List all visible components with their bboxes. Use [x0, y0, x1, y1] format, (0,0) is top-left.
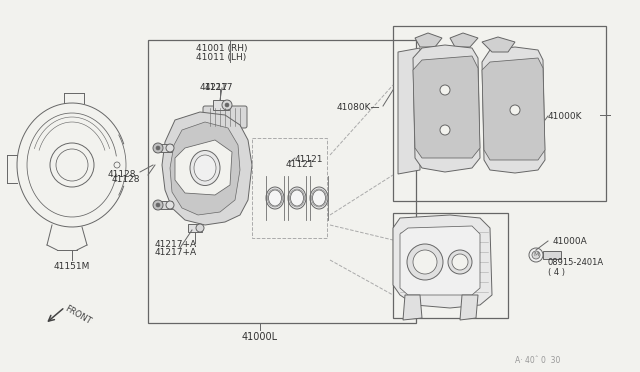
Polygon shape [170, 122, 240, 215]
Circle shape [222, 100, 232, 110]
Polygon shape [155, 144, 172, 152]
Circle shape [196, 224, 204, 232]
Text: 41121: 41121 [285, 160, 314, 169]
Circle shape [153, 143, 163, 153]
Polygon shape [482, 47, 545, 173]
Circle shape [448, 250, 472, 274]
Polygon shape [413, 56, 480, 158]
Polygon shape [450, 33, 478, 47]
Polygon shape [460, 295, 478, 320]
Ellipse shape [291, 190, 303, 206]
Ellipse shape [266, 187, 284, 209]
Polygon shape [482, 58, 545, 160]
Polygon shape [162, 112, 252, 225]
Circle shape [114, 162, 120, 168]
Ellipse shape [288, 187, 306, 209]
Ellipse shape [190, 151, 220, 186]
Text: 41000A: 41000A [553, 237, 588, 246]
Bar [393, 213, 508, 318]
Polygon shape [400, 226, 480, 295]
Text: FRONT: FRONT [63, 304, 92, 326]
Polygon shape [482, 37, 515, 52]
Text: 41000L: 41000L [242, 332, 278, 342]
Text: 41001 (RH): 41001 (RH) [196, 44, 248, 53]
Circle shape [529, 248, 543, 262]
Circle shape [166, 144, 174, 152]
Polygon shape [188, 224, 202, 232]
Bar [252, 138, 327, 238]
Polygon shape [543, 251, 561, 259]
Text: A· 40ˆ 0  30: A· 40ˆ 0 30 [515, 356, 561, 365]
Polygon shape [403, 295, 422, 320]
Polygon shape [155, 201, 172, 209]
Bar [148, 40, 416, 323]
Circle shape [440, 125, 450, 135]
Circle shape [153, 200, 163, 210]
Text: 41217: 41217 [205, 83, 234, 92]
Text: 41011 (LH): 41011 (LH) [196, 53, 246, 62]
Polygon shape [393, 215, 492, 308]
Text: 41080K—: 41080K— [337, 103, 381, 112]
Ellipse shape [312, 190, 326, 206]
Text: 41000K: 41000K [548, 112, 582, 121]
Circle shape [166, 201, 174, 209]
Circle shape [156, 203, 160, 207]
Circle shape [156, 146, 160, 150]
Ellipse shape [310, 187, 328, 209]
Polygon shape [213, 100, 229, 110]
FancyBboxPatch shape [203, 106, 247, 128]
Polygon shape [175, 140, 232, 195]
Text: 41121: 41121 [295, 155, 323, 164]
Text: 41151M: 41151M [54, 262, 90, 271]
Bar [393, 26, 606, 201]
Ellipse shape [194, 155, 216, 181]
Circle shape [407, 244, 443, 280]
Circle shape [413, 250, 437, 274]
Text: M: M [533, 253, 539, 257]
Circle shape [225, 103, 229, 107]
Circle shape [532, 251, 540, 259]
Text: 41217+A: 41217+A [155, 248, 197, 257]
Polygon shape [415, 33, 442, 47]
Circle shape [452, 254, 468, 270]
Ellipse shape [269, 190, 282, 206]
Text: 41128: 41128 [111, 175, 140, 184]
Circle shape [440, 85, 450, 95]
Text: 41217+A: 41217+A [155, 240, 197, 249]
Text: 41128: 41128 [108, 170, 136, 179]
Text: 08915-2401A: 08915-2401A [548, 258, 604, 267]
Polygon shape [413, 45, 480, 172]
Text: 41217: 41217 [200, 83, 228, 92]
Polygon shape [398, 48, 420, 174]
Circle shape [510, 105, 520, 115]
Text: ( 4 ): ( 4 ) [548, 268, 565, 277]
